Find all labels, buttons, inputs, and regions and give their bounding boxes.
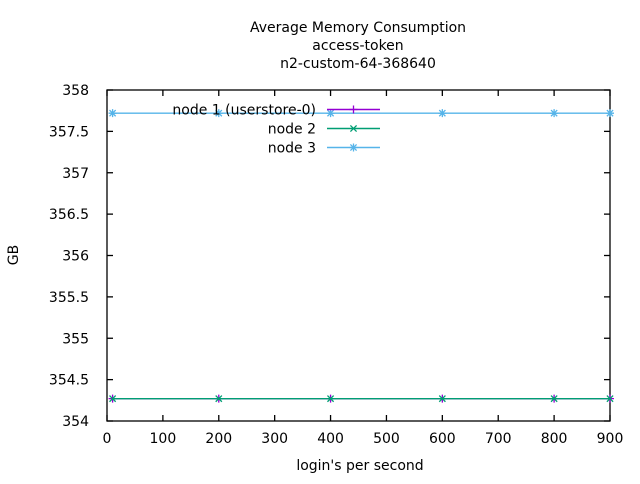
data-point-marker <box>606 395 614 403</box>
series-3 <box>108 109 614 118</box>
y-tick-label: 355.5 <box>49 290 89 306</box>
y-tick-label: 356.5 <box>49 207 89 223</box>
y-tick-label: 354.5 <box>49 373 89 389</box>
data-point-marker <box>550 395 558 403</box>
x-tick-label: 400 <box>317 431 344 447</box>
legend-sample <box>327 124 380 133</box>
x-tick-label: 300 <box>261 431 288 447</box>
series-2 <box>109 395 614 403</box>
legend-marker-icon <box>349 124 358 133</box>
y-tick-label: 356 <box>62 249 89 265</box>
x-tick-label: 700 <box>485 431 512 447</box>
data-point-marker <box>108 109 117 118</box>
data-point-marker <box>326 395 335 403</box>
data-point-marker <box>109 395 117 403</box>
axis-ticks <box>106 89 611 422</box>
y-tick-label: 357.5 <box>49 124 89 140</box>
x-tick-label: 800 <box>541 431 568 447</box>
chart-title-line1: Average Memory Consumption <box>250 20 466 36</box>
legend: node 1 (userstore-0) node 2 node 3 <box>172 103 380 157</box>
legend-sample <box>327 105 380 114</box>
y-tick-label: 355 <box>62 331 89 347</box>
x-tick-label: 100 <box>150 431 177 447</box>
data-point-marker <box>438 395 446 403</box>
data-point-marker <box>214 109 223 118</box>
x-tick-label: 0 <box>103 431 112 447</box>
data-point-marker <box>550 109 559 118</box>
chart-title-line3: n2-custom-64-368640 <box>280 56 436 72</box>
data-point-marker <box>438 109 447 118</box>
chart-title-line2: access-token <box>312 38 403 54</box>
data-point-marker <box>326 109 335 118</box>
y-tick-label: 358 <box>62 83 89 99</box>
plot-border <box>106 89 611 422</box>
y-tick-label: 357 <box>62 166 89 182</box>
x-tick-label: 500 <box>373 431 400 447</box>
x-tick-label: 600 <box>429 431 456 447</box>
legend-marker-icon <box>349 105 358 114</box>
y-axis-label: GB <box>6 245 22 265</box>
data-point-marker <box>606 109 614 118</box>
data-point-marker <box>215 395 223 403</box>
x-tick-label: 900 <box>597 431 624 447</box>
legend-label: node 2 <box>268 122 316 138</box>
x-tick-label: 200 <box>205 431 232 447</box>
y-tick-label: 354 <box>62 414 89 430</box>
legend-marker-icon <box>349 143 358 152</box>
legend-label: node 1 (userstore-0) <box>172 103 316 119</box>
legend-label: node 3 <box>268 141 316 157</box>
x-axis-label: login's per second <box>296 458 423 474</box>
legend-sample <box>327 143 380 152</box>
